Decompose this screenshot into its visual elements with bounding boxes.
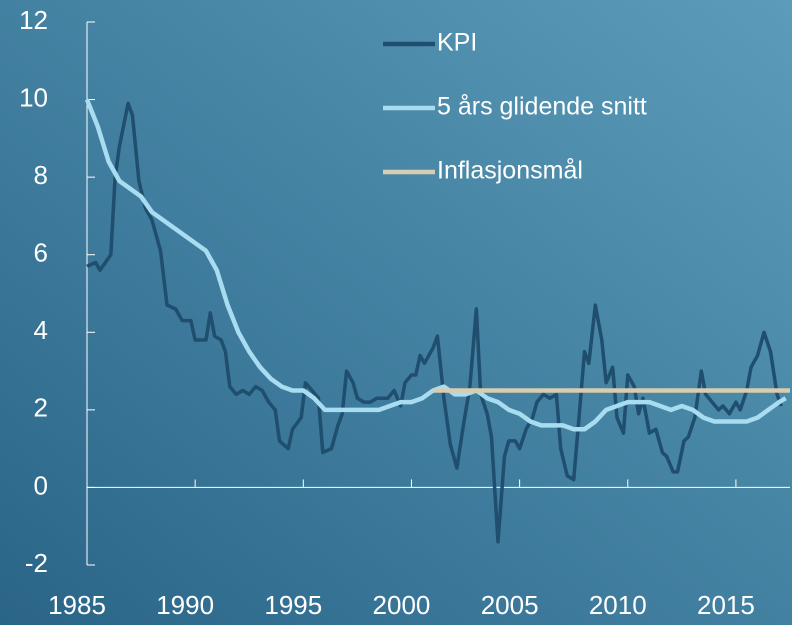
x-tick-label: 1985 xyxy=(48,590,106,620)
x-tick-label: 2010 xyxy=(589,590,647,620)
y-tick-label: 4 xyxy=(34,315,48,345)
y-tick-label: 12 xyxy=(19,5,48,35)
legend: KPI 5 års glidende snitt Inflasjonsmål xyxy=(383,29,647,185)
legend-label: KPI xyxy=(437,29,477,57)
lines xyxy=(84,98,790,544)
x-tick-label: 2005 xyxy=(481,590,539,620)
x-tick-label: 1995 xyxy=(264,590,322,620)
legend-label: Inflasjonsmål xyxy=(437,157,583,185)
x-tick-label: 2015 xyxy=(697,590,755,620)
y-tick-label: -2 xyxy=(25,548,48,578)
y-tick-label: 8 xyxy=(34,160,48,190)
legend-label: 5 års glidende snitt xyxy=(437,93,647,121)
y-tick-label: 2 xyxy=(34,393,48,423)
x-tick-label: 2000 xyxy=(373,590,431,620)
y-tick-label: 10 xyxy=(19,82,48,112)
x-tick-label: 1990 xyxy=(156,590,214,620)
axes: -2 0 2 4 6 8 10 12 1985 1990 1995 2000 2005 2010 2015 xyxy=(19,5,790,620)
y-tick-label: 0 xyxy=(34,470,48,500)
y-tick-label: 6 xyxy=(34,238,48,268)
series-line xyxy=(86,101,783,544)
